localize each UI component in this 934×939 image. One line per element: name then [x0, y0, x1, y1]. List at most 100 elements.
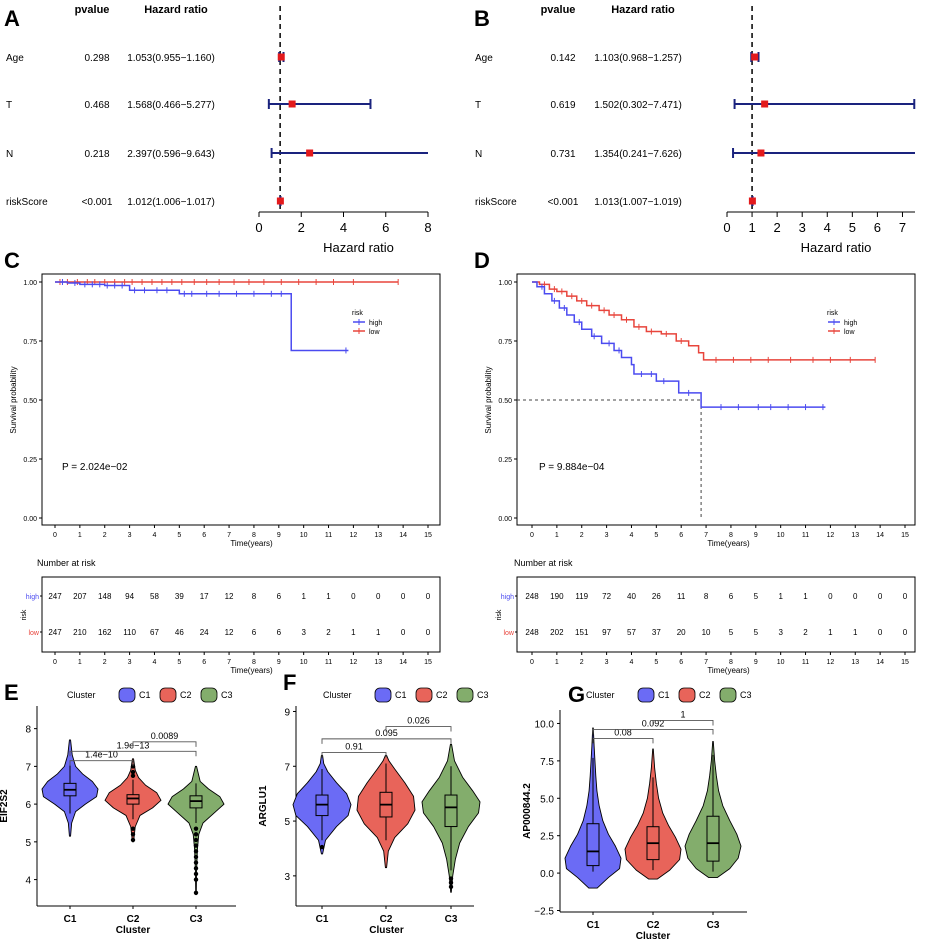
risk-table-title: Number at risk	[514, 558, 573, 568]
risk-count: 72	[602, 592, 611, 601]
legend-label-low: low	[844, 329, 855, 336]
legend-label-high: high	[369, 320, 382, 327]
risk-count: 1	[828, 628, 833, 637]
x-tick-label: C1	[316, 914, 329, 925]
x-tick-label: 5	[849, 220, 856, 235]
comparison-p-label: 1.4e−10	[85, 750, 118, 760]
risk-count: 3	[778, 628, 783, 637]
y-tick-label: 9	[284, 707, 290, 718]
legend-swatch-c2	[159, 687, 177, 703]
hazard-ratio-point	[761, 100, 769, 108]
risk-x-tick-label: 4	[153, 659, 157, 666]
outlier-point	[193, 854, 199, 860]
outlier-point	[193, 860, 199, 865]
x-tick-label: C2	[647, 920, 660, 931]
outlier-point	[193, 826, 199, 831]
risk-table-frame	[41, 576, 441, 653]
y-tick-label: 7	[284, 762, 290, 773]
risk-x-tick-label: 11	[802, 659, 809, 666]
risk-count: 0	[426, 592, 431, 601]
y-tick-label: −2.5	[534, 907, 554, 918]
outlier-point	[193, 866, 199, 871]
legend-swatch-c1	[637, 687, 655, 703]
risk-count: 0	[878, 592, 883, 601]
violin-c2	[104, 758, 162, 843]
hazard-ratio-point	[277, 53, 285, 61]
x-axis-title: Time(years)	[707, 539, 750, 548]
risk-count: 0	[903, 592, 908, 601]
x-tick-label: 0	[255, 220, 262, 235]
comparison-bracket	[321, 752, 387, 758]
legend-swatch-c2	[415, 687, 433, 703]
risk-x-tick-label: 1	[78, 659, 82, 666]
x-tick-label: 0	[723, 220, 730, 235]
row-label-age: Age	[475, 53, 493, 64]
risk-count: 6	[277, 592, 282, 601]
risk-x-tick-label: 15	[424, 659, 432, 666]
risk-count: 12	[225, 628, 234, 637]
risk-x-tick-label: 15	[901, 659, 909, 666]
risk-x-tick-label: 7	[704, 659, 708, 666]
comparison-p-label: 0.026	[407, 716, 430, 726]
risk-count: 24	[200, 628, 209, 637]
x-tick-label: 1	[555, 532, 559, 539]
y-tick-label: 0.0	[540, 869, 554, 880]
plot-frame	[516, 273, 916, 526]
x-tick-label: C3	[445, 914, 458, 925]
risk-count: 40	[627, 592, 636, 601]
y-tick-label: 0.25	[498, 457, 512, 464]
risk-count: 5	[729, 628, 734, 637]
x-tick-label: 2	[774, 220, 781, 235]
legend-label-c2: C2	[436, 690, 448, 700]
panel-label-d: D	[474, 248, 490, 273]
legend-title: Cluster	[323, 690, 352, 700]
risk-count: 12	[225, 592, 234, 601]
y-tick-label: 0.50	[23, 398, 37, 405]
x-tick-label: 7	[899, 220, 906, 235]
legend-label-c3: C3	[477, 690, 489, 700]
legend-title: risk	[352, 310, 363, 317]
x-tick-label: 15	[424, 532, 432, 539]
x-tick-label: 3	[605, 532, 609, 539]
p-value-label: P = 9.884e−04	[539, 462, 605, 473]
risk-x-tick-label: 13	[374, 659, 382, 666]
panel-label-g: G	[568, 682, 585, 707]
risk-count: 5	[754, 592, 759, 601]
risk-row-label-high: high	[26, 594, 39, 601]
risk-count: 11	[677, 592, 686, 601]
risk-x-tick-label: 12	[350, 659, 358, 666]
row-pvalue: 0.218	[84, 149, 109, 160]
risk-count: 151	[575, 628, 589, 637]
risk-count: 0	[828, 592, 833, 601]
risk-count: 10	[702, 628, 711, 637]
hazard-ratio-point	[288, 100, 296, 108]
forest-plot-b: pvalue Hazard ratio Age 0.142 1.103(0.968−1.…	[475, 4, 916, 255]
legend-swatch-c3	[719, 687, 737, 703]
x-tick-label: 4	[824, 220, 831, 235]
risk-count: 1	[778, 592, 783, 601]
violin-c1	[41, 739, 99, 837]
x-tick-label: 10	[777, 532, 785, 539]
risk-table-title: Number at risk	[37, 558, 96, 568]
y-tick-label: 0.00	[498, 516, 512, 523]
risk-x-tick-label: 13	[851, 659, 859, 666]
x-tick-label: 14	[876, 532, 884, 539]
row-label-n: N	[6, 149, 13, 160]
legend-label-low: low	[369, 329, 380, 336]
outlier-point	[130, 773, 136, 779]
legend-label-c1: C1	[139, 690, 151, 700]
legend-title: Cluster	[67, 690, 96, 700]
comparison-p-label: 0.095	[375, 728, 398, 738]
panel-label-e: E	[4, 680, 19, 705]
x-axis-title: Cluster	[369, 925, 404, 936]
risk-x-tick-label: 14	[876, 659, 884, 666]
risk-row-label-low: low	[28, 630, 39, 637]
legend-label-c2: C2	[699, 690, 711, 700]
risk-count: 2	[326, 628, 331, 637]
legend-swatch-c1	[118, 687, 136, 703]
km-plot-c: 0.00 0.25 0.50 0.75 1.00 Survival probability…	[9, 273, 441, 675]
row-label-n: N	[475, 149, 482, 160]
y-axis-title: AP000844.2	[522, 783, 533, 839]
x-tick-label: 7	[704, 532, 708, 539]
violin-plot-f: Cluster C1 C2 C3 3 5 7 9 ARGLU1 C1 C2 C3 Cluster 0.91…	[258, 687, 489, 936]
